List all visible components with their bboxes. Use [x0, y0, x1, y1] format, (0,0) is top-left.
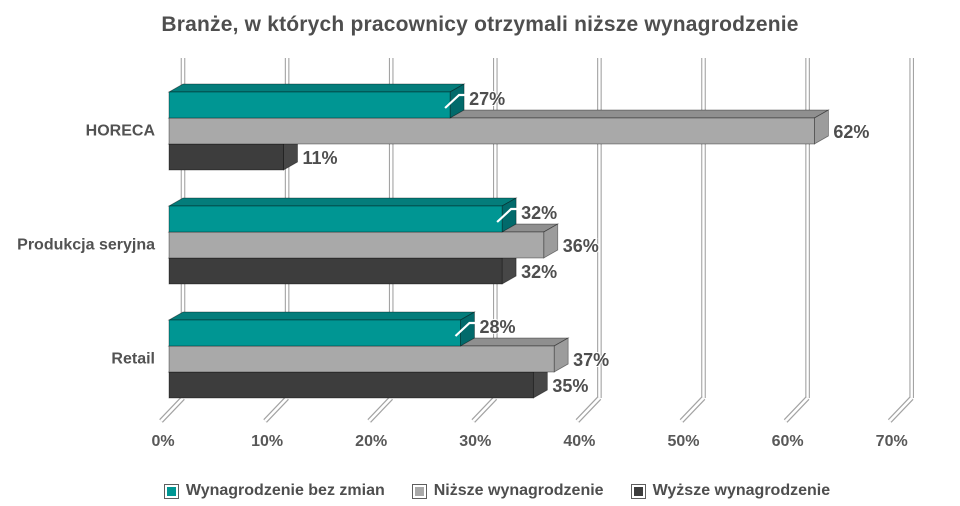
legend-label: Niższe wynagrodzenie	[433, 482, 604, 499]
bar-top-face	[167, 311, 476, 321]
data-label: 36%	[563, 236, 599, 256]
label-leader-line	[444, 93, 468, 109]
legend-label: Wyższe wynagrodzenie	[652, 482, 831, 499]
data-label: 27%	[469, 89, 505, 109]
label-leader-line	[454, 321, 478, 337]
bar-top-face	[167, 83, 466, 93]
bar-top-face	[167, 197, 518, 207]
x-tick-label: 70%	[876, 433, 908, 450]
axis-tick	[784, 397, 809, 422]
bar-front-face	[168, 91, 451, 119]
category-label: Retail	[111, 351, 155, 368]
legend-item: Wynagrodzenie bez zmian	[163, 482, 385, 500]
axis-tick	[160, 397, 184, 422]
x-tick-label: 50%	[667, 433, 699, 450]
legend-swatch	[163, 483, 179, 499]
x-tick-label: 40%	[563, 433, 595, 450]
chart-legend: Wynagrodzenie bez zmian Niższe wynagrodze…	[0, 482, 960, 500]
x-tick-label: 10%	[251, 433, 283, 450]
legend-item: Wyższe wynagrodzenie	[630, 482, 831, 500]
axis-tick	[680, 397, 705, 422]
data-label: 35%	[552, 376, 588, 396]
data-label: 28%	[479, 317, 515, 337]
bar-front-face	[168, 205, 503, 233]
data-label: 62%	[833, 122, 869, 142]
legend-label: Wynagrodzenie bez zmian	[185, 482, 385, 499]
bar-front-face	[168, 231, 545, 259]
x-tick-label: 20%	[355, 433, 387, 450]
data-label: 32%	[521, 262, 557, 282]
legend-item: Niższe wynagrodzenie	[411, 482, 604, 500]
axis-tick	[368, 397, 393, 422]
axis-tick	[264, 397, 289, 422]
axis-tick	[472, 397, 497, 422]
data-label: 37%	[573, 350, 609, 370]
bar-front-face	[168, 345, 555, 373]
data-label: 32%	[521, 203, 557, 223]
x-tick-label: 30%	[459, 433, 491, 450]
bar-front-face	[168, 371, 534, 399]
category-label: HORECA	[86, 123, 156, 140]
axis-tick	[888, 397, 913, 422]
bar-front-face	[168, 143, 284, 171]
bar-front-face	[168, 117, 815, 145]
bar-front-face	[168, 319, 461, 347]
x-tick-label: 60%	[772, 433, 804, 450]
legend-swatch	[411, 483, 427, 499]
x-tick-label: 0%	[151, 433, 174, 450]
category-label: Produkcja seryjna	[17, 237, 155, 254]
label-leader-line	[496, 207, 520, 223]
axis-tick	[576, 397, 601, 422]
data-label: 11%	[303, 148, 338, 168]
legend-swatch	[630, 483, 646, 499]
bar-front-face	[168, 257, 503, 285]
chart-title: Branże, w których pracownicy otrzymali n…	[161, 13, 799, 36]
